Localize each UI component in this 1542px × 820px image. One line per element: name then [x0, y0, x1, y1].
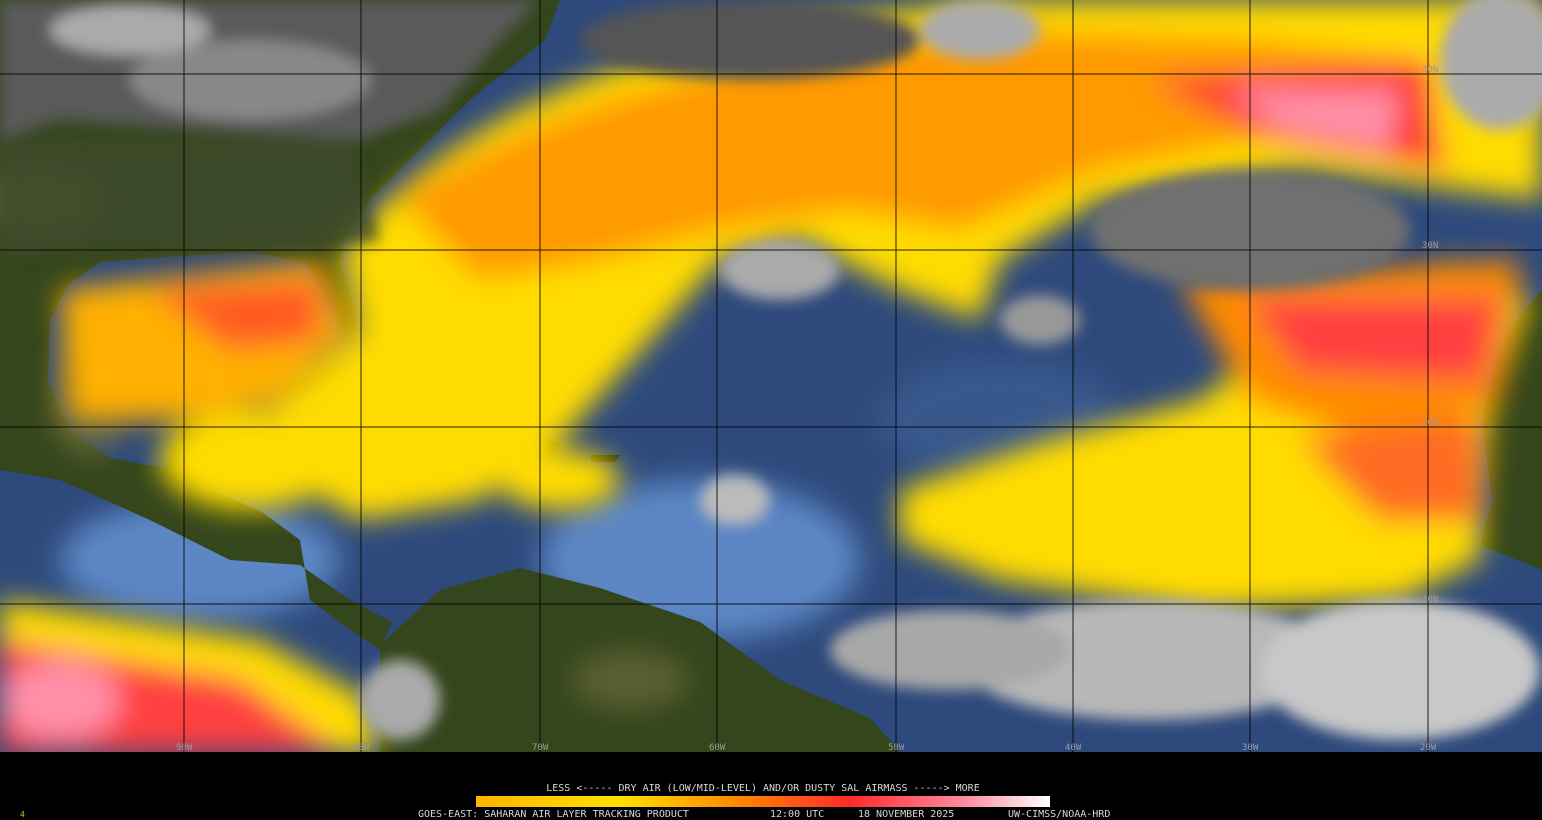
lon-label: 30W	[1242, 743, 1259, 753]
lat-label: 30N	[1422, 241, 1438, 251]
legend-title: LESS <----- DRY AIR (LOW/MID-LEVEL) AND/…	[546, 783, 979, 794]
clouds	[0, 0, 1542, 740]
dry-air	[0, 0, 1542, 752]
lat-label: 20N	[1422, 418, 1438, 428]
time: 12:00 UTC	[770, 809, 824, 820]
color-bar	[476, 796, 1050, 807]
imagery: 40N 30N 20N 10N 90W 80W 70W 60W 50W 40W 30W 20W	[0, 0, 1542, 753]
footer-band	[0, 752, 1542, 820]
lon-label: 60W	[709, 743, 726, 753]
lon-labels: 90W 80W 70W 60W 50W 40W 30W 20W	[176, 743, 1437, 753]
credit: UW-CIMSS/NOAA-HRD	[1008, 809, 1110, 820]
lon-label: 90W	[176, 743, 193, 753]
lat-labels: 40N 30N 20N 10N	[1422, 65, 1438, 605]
lon-label: 80W	[353, 743, 370, 753]
lon-label: 40W	[1065, 743, 1082, 753]
lon-label: 70W	[532, 743, 549, 753]
lon-label: 50W	[888, 743, 905, 753]
frame-number: 4	[20, 810, 25, 819]
lat-label: 10N	[1422, 595, 1438, 605]
africa	[1480, 290, 1542, 570]
lat-label: 40N	[1422, 65, 1438, 75]
graticule	[0, 0, 1542, 752]
lon-label: 20W	[1420, 743, 1437, 753]
product-name: GOES-EAST: SAHARAN AIR LAYER TRACKING PR…	[418, 809, 689, 820]
date: 18 NOVEMBER 2025	[858, 809, 954, 820]
